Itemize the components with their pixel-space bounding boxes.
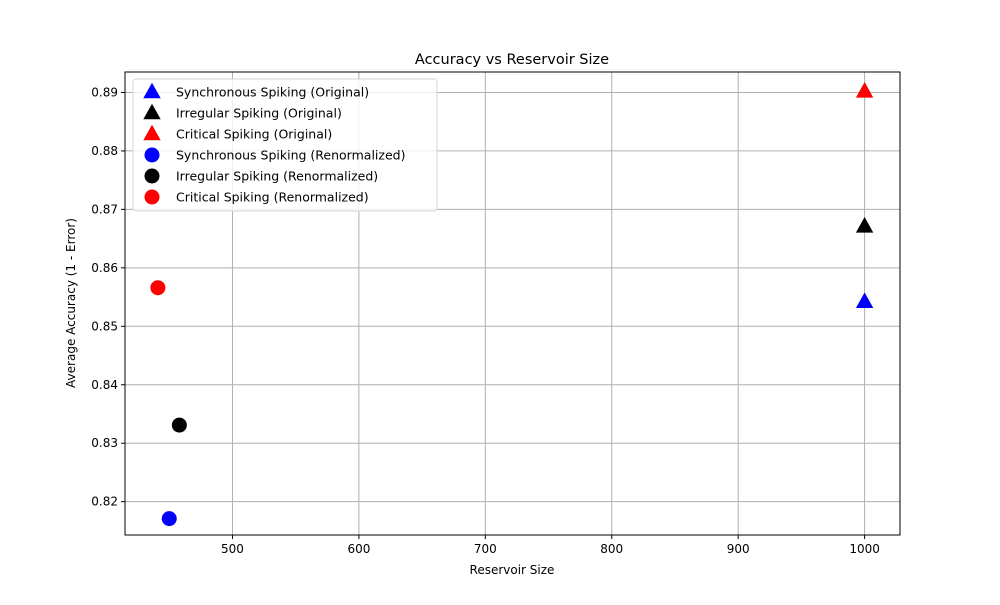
legend-entry-label: Critical Spiking (Renormalized) bbox=[176, 190, 369, 205]
legend-entry-label: Synchronous Spiking (Renormalized) bbox=[176, 148, 405, 163]
y-tick-label: 0.83 bbox=[91, 436, 118, 450]
x-tick-label: 900 bbox=[727, 542, 750, 556]
circle-point bbox=[161, 511, 177, 527]
legend: Synchronous Spiking (Original) Irregular … bbox=[132, 78, 438, 212]
triangle-point bbox=[855, 81, 874, 98]
circle-point bbox=[171, 417, 187, 433]
y-tick-label: 0.84 bbox=[91, 378, 118, 392]
legend-entry-label: Critical Spiking (Original) bbox=[176, 127, 332, 142]
x-tick-label: 600 bbox=[347, 542, 370, 556]
y-tick-label: 0.82 bbox=[91, 495, 118, 509]
y-tick-label: 0.86 bbox=[91, 261, 118, 275]
legend-entry-label: Irregular Spiking (Original) bbox=[176, 106, 342, 121]
legend-triangle-icon bbox=[143, 124, 161, 141]
circle-point bbox=[150, 280, 166, 296]
legend-circle-icon bbox=[144, 189, 160, 205]
y-tick-label: 0.85 bbox=[91, 319, 118, 333]
y-axis-label: Average Accuracy (1 - Error) bbox=[64, 218, 78, 388]
legend-circle-icon bbox=[144, 168, 160, 184]
x-tick-label: 700 bbox=[474, 542, 497, 556]
legend-entry-label: Synchronous Spiking (Original) bbox=[176, 85, 369, 100]
x-tick-label: 800 bbox=[600, 542, 623, 556]
x-tick-label: 500 bbox=[221, 542, 244, 556]
triangle-point bbox=[855, 217, 874, 233]
triangle-point bbox=[855, 292, 874, 309]
y-tick-label: 0.88 bbox=[91, 144, 118, 158]
legend-triangle-icon bbox=[143, 103, 161, 120]
y-tick-label: 0.87 bbox=[91, 202, 118, 216]
axis-ticks: 500 600 700 800 900 1000 0.82 0.83 0.84 0.85 0.86 0… bbox=[91, 85, 880, 556]
y-tick-label: 0.89 bbox=[91, 85, 118, 99]
legend-triangle-icon bbox=[143, 82, 161, 99]
legend-circle-icon bbox=[144, 147, 160, 163]
legend-entry-label: Irregular Spiking (Renormalized) bbox=[176, 169, 378, 184]
x-tick-label: 1000 bbox=[849, 542, 880, 556]
data-points bbox=[150, 81, 874, 527]
plot-area-frame bbox=[124, 71, 901, 536]
legend-box bbox=[132, 78, 438, 212]
x-axis-label: Reservoir Size bbox=[470, 563, 555, 577]
chart-title: Accuracy vs Reservoir Size bbox=[415, 52, 609, 68]
